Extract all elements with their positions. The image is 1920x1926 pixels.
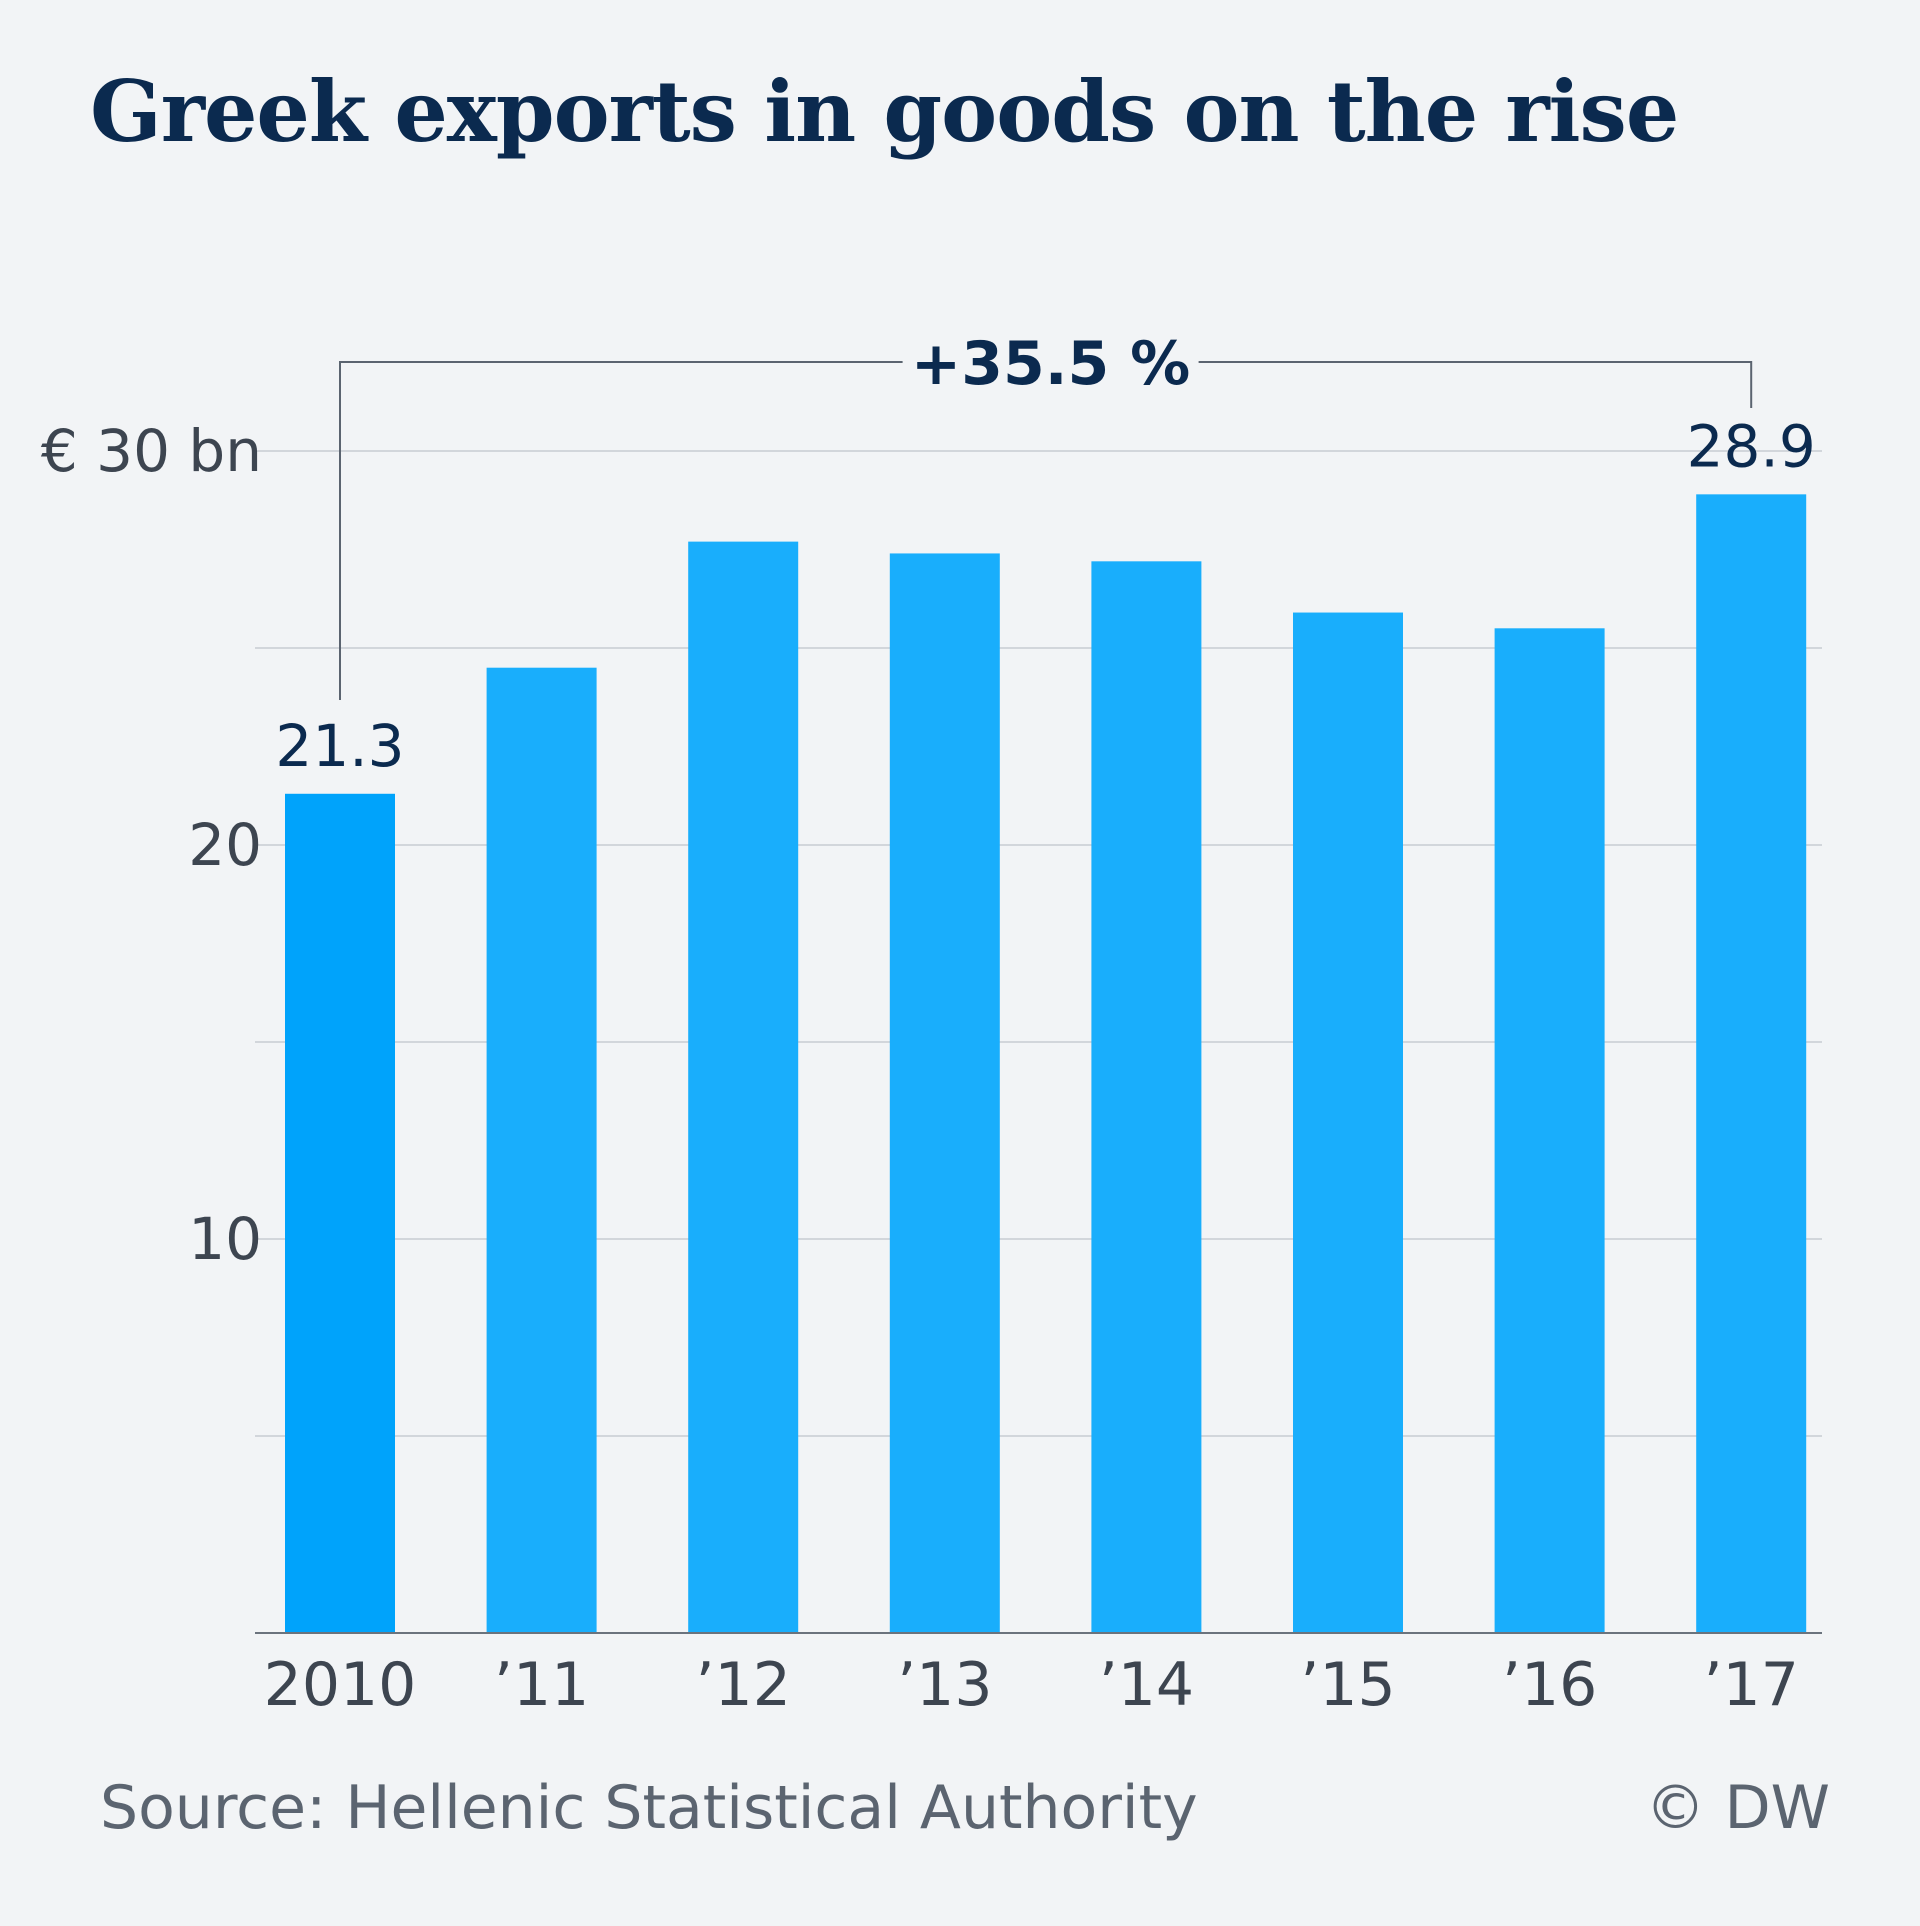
y-tick-label-10: 10 <box>188 1205 262 1273</box>
y-tick-label-30: € 30 bn <box>41 417 262 485</box>
bar-4 <box>1091 561 1202 1633</box>
x-tick-label-1: ’11 <box>494 1650 589 1720</box>
x-tick-label-0: 2010 <box>264 1650 417 1720</box>
x-tick-label-7: ’17 <box>1703 1650 1798 1720</box>
bar-1 <box>486 667 597 1633</box>
bar-0 <box>285 793 395 1633</box>
bracket-left <box>339 361 903 700</box>
bar-5 <box>1293 612 1403 1633</box>
growth-annotation: +35.5 % <box>911 329 1190 399</box>
y-tick-label-20: 20 <box>188 811 262 879</box>
source-note: Source: Hellenic Statistical Authority <box>100 1773 1198 1843</box>
x-tick-label-2: ’12 <box>695 1650 790 1720</box>
bracket-right <box>1198 361 1753 408</box>
bar-7 <box>1696 494 1807 1634</box>
copyright-credit: © DW <box>1645 1773 1830 1843</box>
bar-2 <box>688 541 799 1633</box>
x-tick-label-3: ’13 <box>897 1650 992 1720</box>
data-label-7: 28.9 <box>1687 412 1816 480</box>
x-tick-label-5: ’15 <box>1300 1650 1395 1720</box>
x-tick-label-4: ’14 <box>1099 1650 1194 1720</box>
bar-3 <box>889 553 1000 1634</box>
chart-title: Greek exports in goods on the rise <box>90 62 1679 161</box>
x-tick-label-6: ’16 <box>1502 1650 1597 1720</box>
bar-6 <box>1494 628 1605 1633</box>
data-label-0: 21.3 <box>275 712 404 780</box>
